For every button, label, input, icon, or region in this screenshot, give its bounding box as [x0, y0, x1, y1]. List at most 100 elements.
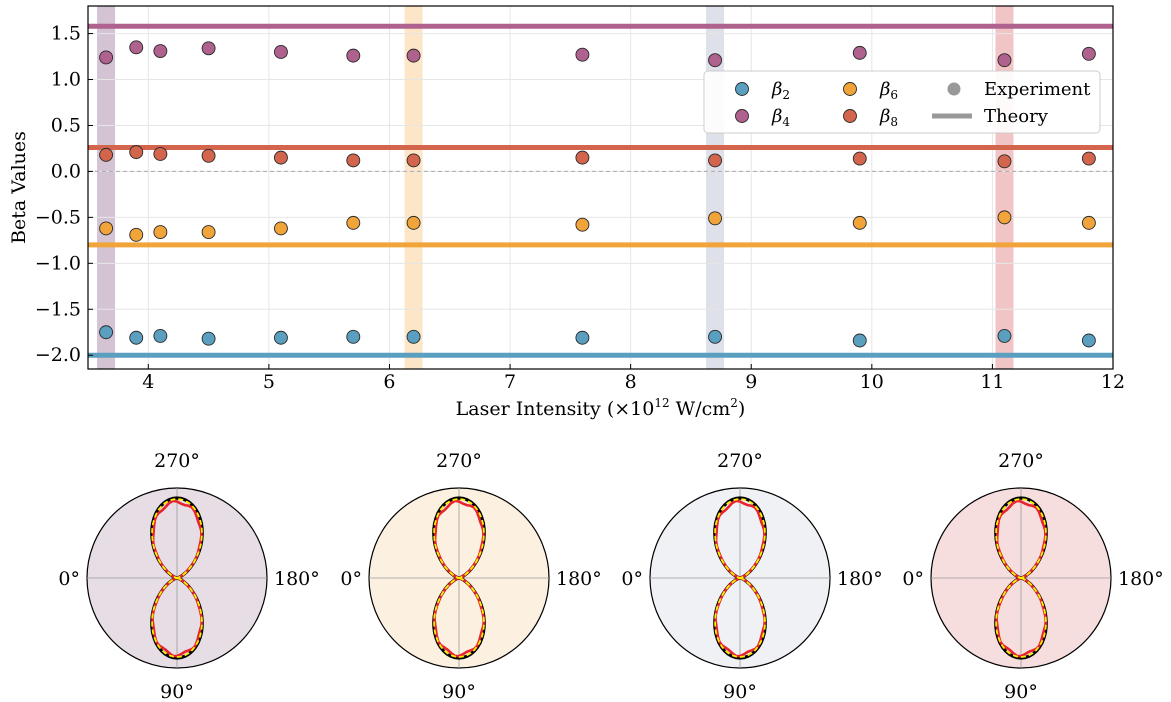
- y-tick-label: 0.5: [51, 114, 81, 136]
- polar-panels: 270°90°0° 180°270°90°0° 180°270°90°0° 180°2…: [58, 450, 1163, 702]
- polar-label-0: 0°: [340, 568, 362, 590]
- point-beta2: [1081, 333, 1096, 348]
- point-beta8: [1081, 151, 1096, 166]
- point-beta4: [575, 47, 590, 62]
- point-beta6: [997, 210, 1012, 225]
- point-beta6: [346, 215, 361, 230]
- point-beta2: [99, 325, 114, 340]
- y-tick-label: 1.5: [51, 23, 81, 45]
- polar-panel-3: 270° 90° 0° 180°: [621, 450, 882, 702]
- legend: β2 β6 Experiment β4 β8 Theory: [703, 70, 1101, 134]
- point-beta6: [852, 215, 867, 230]
- x-tick-label: 10: [860, 371, 884, 393]
- x-axis-label-end: ): [738, 398, 745, 420]
- point-beta8: [129, 145, 144, 160]
- point-beta2: [153, 328, 168, 343]
- point-beta4: [201, 41, 216, 56]
- polar-label-270: 270°: [436, 450, 482, 472]
- point-beta6: [575, 217, 590, 232]
- y-tick-label: 0.0: [51, 160, 81, 182]
- polar-label-270: 270°: [717, 450, 763, 472]
- legend-marker-beta4: [735, 109, 749, 123]
- experiment-points: [99, 40, 1096, 348]
- point-beta4: [708, 53, 723, 68]
- point-beta2: [575, 330, 590, 345]
- legend-experiment-marker: [947, 82, 961, 96]
- point-beta4: [852, 45, 867, 60]
- point-beta2: [708, 329, 723, 344]
- polar-label-0: 0°: [902, 568, 924, 590]
- y-ticks: −2.0 −1.5 −1.0 −0.5 0.0 0.5 1.0 1.5: [35, 23, 93, 366]
- polar-label-180: 180°: [837, 568, 883, 590]
- polar-fit-curve: [995, 498, 1047, 658]
- legend-marker-beta6: [843, 82, 857, 96]
- x-axis-label-sup2: 2: [730, 396, 738, 410]
- polar-panel-2: 270° 90° 0° 180°: [340, 450, 601, 702]
- polar-label-90: 90°: [442, 681, 476, 702]
- polar-label-0: 0°: [621, 568, 643, 590]
- point-beta4: [273, 44, 288, 59]
- polar-panel-1: 270° 90° 0° 180°: [58, 450, 319, 702]
- polar-fit-curve: [714, 498, 766, 658]
- point-beta4: [1081, 46, 1096, 61]
- x-tick-label: 9: [745, 371, 757, 393]
- polar-label-90: 90°: [1004, 681, 1038, 702]
- theory-lines: [88, 23, 1113, 358]
- highlight-bands: [97, 6, 1014, 369]
- point-beta8: [997, 154, 1012, 169]
- point-beta8: [708, 153, 723, 168]
- point-beta4: [346, 48, 361, 63]
- polar-fit-curve: [433, 498, 485, 658]
- x-tick-label: 5: [263, 371, 275, 393]
- legend-marker-beta2: [735, 82, 749, 96]
- point-beta4: [997, 53, 1012, 68]
- point-beta8: [273, 150, 288, 165]
- legend-label-beta4: β4: [771, 106, 790, 129]
- x-axis-label-sup: 12: [654, 396, 669, 410]
- point-beta2: [852, 333, 867, 348]
- x-tick-label: 4: [142, 371, 154, 393]
- legend-label-theory: Theory: [984, 106, 1049, 127]
- point-beta6: [708, 211, 723, 226]
- polar-label-270: 270°: [998, 450, 1044, 472]
- x-tick-label: 11: [980, 371, 1004, 393]
- point-beta8: [346, 153, 361, 168]
- point-beta8: [99, 147, 114, 162]
- point-beta4: [129, 40, 144, 55]
- point-beta8: [201, 148, 216, 163]
- y-tick-label: −1.0: [35, 252, 81, 274]
- point-beta4: [99, 50, 114, 65]
- legend-label-beta2: β2: [771, 79, 790, 102]
- polar-label-180: 180°: [556, 568, 602, 590]
- y-tick-label: −2.0: [35, 344, 81, 366]
- grid: [88, 6, 1114, 369]
- point-beta6: [273, 221, 288, 236]
- y-tick-label: −1.5: [35, 298, 81, 320]
- plot-frame: [87, 5, 1114, 370]
- x-tick-label: 8: [625, 371, 637, 393]
- point-beta4: [153, 44, 168, 58]
- x-tick-label: 7: [504, 371, 516, 393]
- point-beta6: [129, 227, 144, 242]
- polar-panel-4: 270° 90° 0° 180°: [902, 450, 1163, 702]
- x-tick-label: 6: [383, 371, 395, 393]
- x-axis-label-main: Laser Intensity (×10: [456, 398, 655, 420]
- scatter-panel: 4 5 6 7 8 9 10 11 12 −2.0 −1.5 −1.0 −0.5 0.0 0.5 1.0 1.…: [8, 5, 1125, 420]
- point-beta6: [1081, 215, 1096, 230]
- y-tick-label: 1.0: [51, 69, 81, 91]
- point-beta8: [153, 147, 168, 161]
- point-beta4: [406, 48, 421, 63]
- legend-label-beta8: β8: [879, 106, 898, 129]
- legend-marker-beta8: [843, 109, 857, 123]
- point-beta6: [99, 221, 114, 236]
- x-axis-label: Laser Intensity (×1012 W/cm2): [456, 396, 746, 420]
- point-beta2: [129, 330, 144, 345]
- x-axis-label-unit: W/cm: [670, 398, 731, 420]
- polar-label-180: 180°: [274, 568, 320, 590]
- legend-label-experiment: Experiment: [984, 79, 1091, 100]
- highlight-band-2: [404, 6, 423, 369]
- polar-label-90: 90°: [160, 681, 194, 702]
- polar-fit-curve: [151, 498, 203, 658]
- polar-label-270: 270°: [154, 450, 200, 472]
